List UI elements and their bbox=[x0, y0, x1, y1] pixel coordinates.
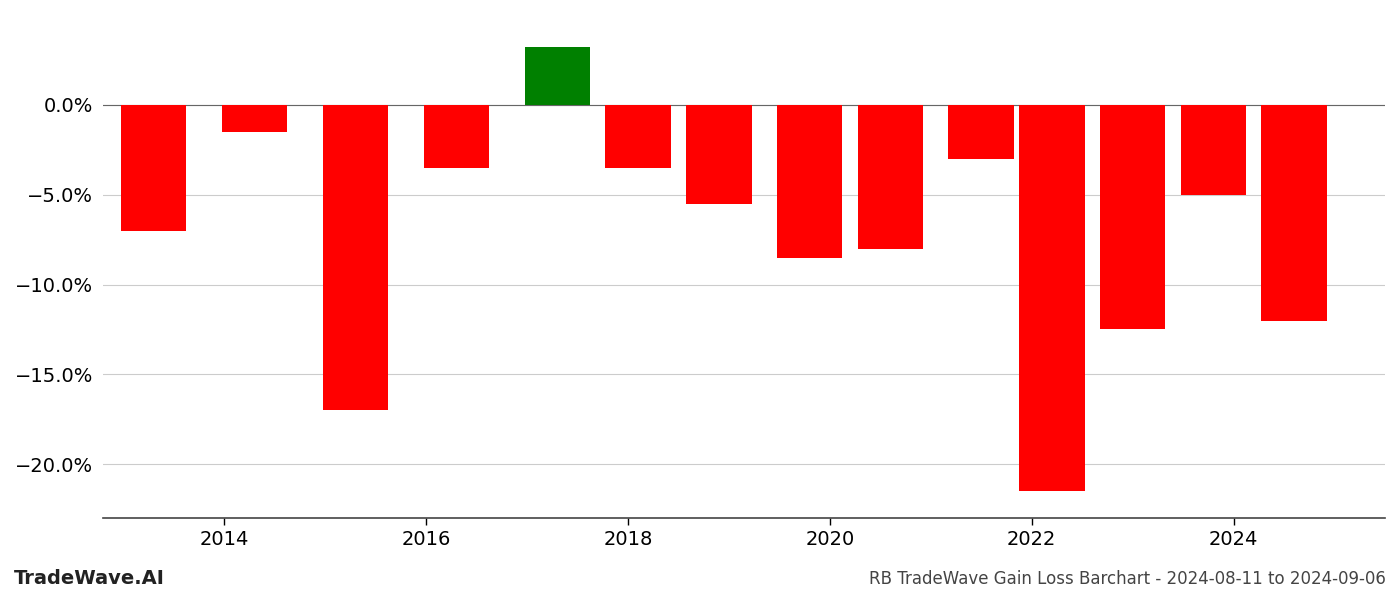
Bar bbox=[1100, 105, 1165, 329]
Bar bbox=[322, 105, 388, 410]
Bar bbox=[605, 105, 671, 168]
Bar bbox=[777, 105, 843, 257]
Bar bbox=[858, 105, 923, 248]
Bar bbox=[1261, 105, 1327, 320]
Bar bbox=[525, 47, 591, 105]
Bar bbox=[120, 105, 186, 230]
Bar bbox=[948, 105, 1014, 159]
Bar bbox=[1180, 105, 1246, 195]
Bar bbox=[221, 105, 287, 132]
Text: TradeWave.AI: TradeWave.AI bbox=[14, 569, 165, 588]
Bar bbox=[686, 105, 752, 203]
Bar bbox=[424, 105, 489, 168]
Text: RB TradeWave Gain Loss Barchart - 2024-08-11 to 2024-09-06: RB TradeWave Gain Loss Barchart - 2024-0… bbox=[869, 570, 1386, 588]
Bar bbox=[1019, 105, 1085, 491]
